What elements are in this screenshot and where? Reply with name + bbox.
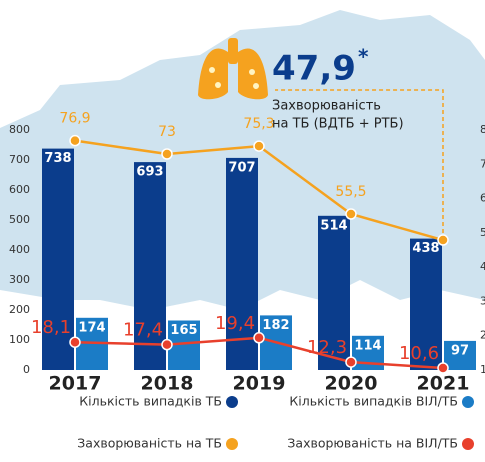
point-value-label: 75,3 bbox=[243, 116, 274, 132]
legend-label: Кількість випадків ВІЛ/ТБ bbox=[289, 394, 458, 409]
bar bbox=[318, 215, 350, 370]
bar-value-label: 693 bbox=[136, 165, 163, 180]
bar bbox=[42, 148, 74, 370]
y-tick-label: 0 bbox=[23, 363, 30, 376]
x-tick-label: 2021 bbox=[417, 373, 470, 395]
point bbox=[345, 208, 357, 220]
point bbox=[437, 362, 449, 374]
x-tick-label: 2017 bbox=[49, 373, 102, 395]
point bbox=[69, 134, 81, 147]
legend-label: Захворюваність на ТБ bbox=[77, 436, 222, 451]
y2-tick-label: 70 bbox=[480, 157, 485, 170]
annotation-text: Захворюваність bbox=[272, 99, 381, 114]
legend-label: Захворюваність на ВІЛ/ТБ bbox=[287, 436, 458, 451]
y-tick-label: 400 bbox=[9, 243, 30, 256]
point bbox=[69, 336, 81, 348]
y2-tick-label: 30 bbox=[480, 294, 485, 307]
legend-swatch bbox=[226, 438, 238, 450]
bar-value-label: 174 bbox=[78, 320, 105, 335]
point bbox=[161, 148, 173, 160]
point-value-label: 19,4 bbox=[215, 313, 255, 334]
highlight-value: 47,9 bbox=[272, 49, 356, 89]
point-value-label: 73 bbox=[158, 124, 176, 140]
legend-swatch bbox=[462, 396, 474, 408]
bar-value-label: 438 bbox=[412, 241, 439, 256]
annotation-mark: * bbox=[358, 45, 369, 69]
y-tick-label: 700 bbox=[9, 153, 30, 166]
y-tick-label: 100 bbox=[9, 333, 30, 346]
y-tick-label: 500 bbox=[9, 213, 30, 226]
x-tick-label: 2020 bbox=[325, 373, 378, 395]
point-value-label: 76,9 bbox=[59, 111, 90, 127]
point bbox=[345, 356, 357, 368]
bar-value-label: 738 bbox=[44, 151, 71, 166]
x-tick-label: 2019 bbox=[233, 373, 286, 395]
point bbox=[253, 332, 265, 344]
bar-value-label: 114 bbox=[354, 338, 381, 353]
y2-tick-label: 50 bbox=[480, 226, 485, 239]
y2-tick-label: 20 bbox=[480, 329, 485, 342]
bar-value-label: 165 bbox=[170, 323, 197, 338]
y2-tick-label: 10 bbox=[480, 363, 485, 376]
y2-tick-label: 80 bbox=[480, 123, 485, 136]
bar-value-label: 514 bbox=[320, 218, 347, 233]
y-tick-label: 300 bbox=[9, 273, 30, 286]
legend-label: Кількість випадків ТБ bbox=[79, 394, 222, 409]
point-value-label: 18,1 bbox=[31, 317, 71, 338]
legend-swatch bbox=[462, 438, 474, 450]
annotation-text: на ТБ (ВДТБ + РТБ) bbox=[272, 117, 404, 132]
y2-tick-label: 60 bbox=[480, 192, 485, 205]
y2-tick-label: 40 bbox=[480, 260, 485, 273]
bar-value-label: 97 bbox=[451, 343, 469, 358]
bar bbox=[410, 238, 442, 370]
point bbox=[161, 338, 173, 351]
point-value-label: 10,6 bbox=[399, 343, 439, 364]
bar bbox=[134, 162, 166, 370]
annotation-leader bbox=[275, 89, 444, 241]
bar bbox=[226, 157, 258, 370]
bar-value-label: 707 bbox=[228, 160, 255, 175]
legend-swatch bbox=[226, 396, 238, 408]
x-tick-label: 2018 bbox=[141, 373, 194, 395]
point-value-label: 12,3 bbox=[307, 337, 347, 358]
bar-value-label: 182 bbox=[262, 318, 289, 333]
y-tick-label: 800 bbox=[9, 123, 30, 136]
bar bbox=[444, 340, 476, 370]
y-tick-label: 600 bbox=[9, 183, 30, 196]
point bbox=[253, 140, 265, 152]
point-value-label: 17,4 bbox=[123, 320, 163, 341]
point-value-label: 55,5 bbox=[335, 184, 366, 200]
lung-icon bbox=[198, 38, 268, 100]
y-tick-label: 200 bbox=[9, 303, 30, 316]
